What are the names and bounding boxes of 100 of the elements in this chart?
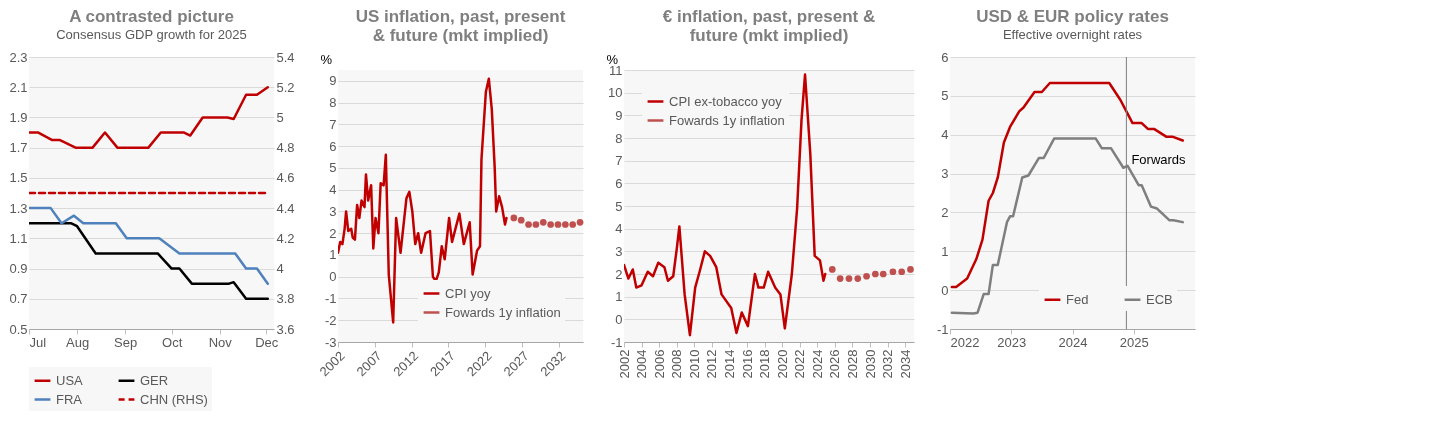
x-tick-label: 2008 bbox=[669, 349, 685, 379]
y-tick-label: 5 bbox=[329, 160, 337, 176]
point bbox=[863, 272, 870, 280]
point bbox=[517, 216, 525, 224]
y2-tick-label: 3.8 bbox=[276, 291, 295, 307]
point bbox=[836, 275, 844, 282]
point bbox=[907, 266, 914, 273]
y-axis-title: % bbox=[606, 51, 619, 67]
y-tick-label: 1.9 bbox=[9, 109, 28, 125]
y-tick-label: 2 bbox=[329, 225, 337, 241]
x-tick-label: 2023 bbox=[997, 334, 1027, 350]
x-tick-label: Nov bbox=[208, 334, 233, 350]
chart-subtitle: Effective overnight rates bbox=[1002, 27, 1143, 42]
point bbox=[828, 266, 836, 273]
x-tick-label: Dec bbox=[255, 334, 279, 350]
y-tick-label: -2 bbox=[324, 312, 337, 328]
y-tick-label: 0 bbox=[615, 311, 623, 327]
point bbox=[554, 221, 562, 228]
y-tick-label: 0 bbox=[941, 282, 949, 298]
point bbox=[569, 221, 577, 228]
point bbox=[871, 270, 879, 278]
y2-tick-label: 5.2 bbox=[276, 79, 295, 95]
y-tick-label: 6 bbox=[615, 175, 623, 191]
x-tick-label: 2034 bbox=[897, 349, 913, 379]
y-tick-label: -1 bbox=[610, 334, 623, 350]
y-tick-label: 6 bbox=[941, 49, 949, 65]
point bbox=[845, 275, 853, 282]
chart-title: A contrasted picture bbox=[69, 7, 234, 26]
y2-tick-label: 5.4 bbox=[276, 49, 295, 65]
y-tick-label: 0.9 bbox=[9, 261, 28, 277]
x-tick-label: 2006 bbox=[651, 349, 667, 379]
y-tick-label: 6 bbox=[329, 138, 337, 154]
y2-tick-label: 5 bbox=[276, 109, 284, 125]
y-tick-label: 4 bbox=[615, 221, 623, 237]
point bbox=[539, 218, 547, 226]
chart-title: € inflation, past, present & future (mkt implied) bbox=[662, 7, 876, 45]
x-tick-label: 2022 bbox=[950, 334, 980, 350]
y2-tick-label: 3.6 bbox=[276, 321, 295, 337]
x-tick-label: 2028 bbox=[844, 349, 860, 379]
x-tick-label: 2004 bbox=[634, 349, 650, 379]
line-series bbox=[29, 206, 270, 285]
y-tick-label: 4 bbox=[941, 127, 949, 143]
x-tick-label: 2012 bbox=[704, 349, 720, 379]
y2-tick-label: 4.2 bbox=[276, 230, 295, 246]
y-tick-label: 7 bbox=[329, 116, 337, 132]
x-tick-label: 2020 bbox=[774, 349, 790, 379]
y-tick-label: 4 bbox=[329, 182, 337, 198]
y-tick-label: -3 bbox=[324, 334, 337, 350]
x-tick-label: Sep bbox=[114, 334, 138, 350]
x-tick-label: 2030 bbox=[862, 349, 878, 379]
y-axis-title: % bbox=[320, 51, 333, 67]
x-tick-label: Oct bbox=[162, 334, 183, 350]
y-tick-label: 2 bbox=[941, 204, 949, 220]
x-tick-label: 2010 bbox=[686, 349, 702, 379]
legend-label: ECB bbox=[1146, 291, 1173, 307]
legend-label: GER bbox=[140, 372, 169, 388]
y-tick-label: 1 bbox=[615, 289, 623, 305]
y-tick-label: 1.3 bbox=[9, 200, 28, 216]
point bbox=[510, 214, 518, 222]
y-tick-label: 3 bbox=[615, 243, 623, 259]
point bbox=[532, 221, 540, 228]
line-series bbox=[950, 81, 1184, 289]
y-tick-label: 10 bbox=[608, 85, 623, 101]
y-tick-label: 1.1 bbox=[9, 230, 28, 246]
y-tick-label: 5 bbox=[941, 88, 949, 104]
y-tick-label: 9 bbox=[615, 107, 623, 123]
point bbox=[898, 268, 906, 276]
legend-label: Fowards 1y inflation bbox=[445, 304, 561, 320]
y-tick-label: 3 bbox=[329, 203, 337, 219]
x-tick-label: 2024 bbox=[1058, 334, 1088, 350]
line-series bbox=[29, 221, 270, 301]
y-tick-label: 2 bbox=[615, 266, 623, 282]
point bbox=[879, 270, 887, 278]
legend-label: CPI ex-tobacco yoy bbox=[669, 93, 783, 109]
y-tick-label: 1 bbox=[941, 243, 949, 259]
y-tick-label: 0.5 bbox=[9, 321, 28, 337]
point bbox=[576, 218, 584, 226]
y-tick-label: 8 bbox=[329, 95, 337, 111]
chart-subtitle: Consensus GDP growth for 2025 bbox=[56, 27, 247, 42]
x-tick-label: 2002 bbox=[616, 349, 632, 379]
y-tick-label: 5 bbox=[615, 198, 623, 214]
legend-label: CHN (RHS) bbox=[140, 391, 208, 407]
point bbox=[547, 221, 554, 228]
x-tick-label: 2022 bbox=[792, 349, 808, 379]
y-tick-label: 2.3 bbox=[9, 49, 28, 65]
x-tick-label: 2018 bbox=[757, 349, 773, 379]
y-tick-label: -1 bbox=[324, 290, 337, 306]
y2-tick-label: 4.4 bbox=[276, 200, 295, 216]
point bbox=[854, 275, 862, 282]
x-tick-label: 2032 bbox=[880, 349, 896, 379]
x-tick-label: 2024 bbox=[809, 349, 825, 379]
x-tick-label: 2016 bbox=[739, 349, 755, 379]
x-tick-label: Aug bbox=[66, 334, 90, 350]
x-tick-label: Jul bbox=[29, 334, 47, 350]
y-tick-label: 0 bbox=[329, 269, 337, 285]
ref-line-label: Forwards bbox=[1131, 152, 1187, 168]
line-series bbox=[624, 73, 827, 337]
y-tick-label: 1 bbox=[329, 247, 337, 263]
y-tick-label: 3 bbox=[941, 166, 949, 182]
y-tick-label: 1.5 bbox=[9, 170, 28, 186]
